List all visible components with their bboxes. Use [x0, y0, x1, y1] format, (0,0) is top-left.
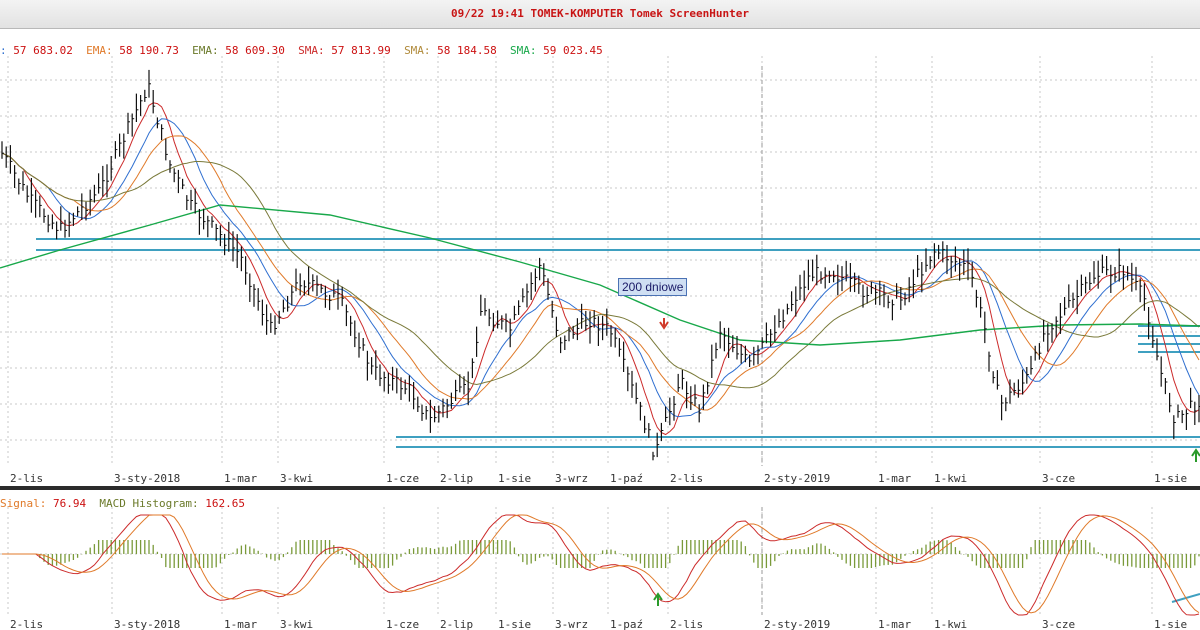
x-tick-label: 2-sty-2019 [764, 618, 830, 630]
x-tick-label: 1-sie [498, 472, 531, 485]
main-legend-label: SMA: [510, 44, 537, 57]
main-legend-value: 59 023.45 [536, 44, 617, 57]
signal-markers [653, 318, 1200, 606]
x-axis-labels: 2-lis 2-lis 3-sty-2018 3-sty-2018 1-mar 1-mar… [10, 472, 1187, 630]
x-tick-label: 1-kwi [934, 472, 967, 485]
signal-line [2, 514, 1200, 614]
x-tick-label: 1-mar [224, 472, 257, 485]
x-tick-label: 2-lis [10, 472, 43, 485]
macd-panel [2, 514, 1200, 616]
macd-legend-label: MACD Histogram: [99, 497, 199, 510]
main-legend-value: 58 609.30 [218, 44, 299, 57]
x-tick-label: 1-cze [386, 618, 419, 630]
main-legend-label: SMA: [298, 44, 325, 57]
x-tick-label: 3-wrz [555, 472, 588, 485]
main-legend-value: 58 184.58 [430, 44, 511, 57]
x-tick-label: 2-sty-2019 [764, 472, 830, 485]
x-tick-label: 3-kwi [280, 618, 313, 630]
x-tick-label: 3-cze [1042, 618, 1075, 630]
chart-grid [0, 56, 1200, 615]
sell-arrow-icon [659, 318, 669, 330]
x-tick-label: 3-sty-2018 [114, 472, 180, 485]
x-tick-label: 1-mar [878, 618, 911, 630]
x-tick-label: 2-lip [440, 618, 473, 630]
buy-arrow-icon [653, 592, 663, 606]
panel-divider [0, 486, 1200, 490]
price-bars [1, 69, 1200, 461]
macd-legend-value: 162.65 [198, 497, 259, 510]
main-legend-label: EMA: [192, 44, 219, 57]
x-tick-label: 3-wrz [555, 618, 588, 630]
x-tick-label: 1-paź [610, 618, 643, 630]
x-tick-label: 3-cze [1042, 472, 1075, 485]
x-tick-label: 2-lis [10, 618, 43, 630]
ema-mid-line [1, 135, 1200, 411]
x-tick-label: 1-paź [610, 472, 643, 485]
ma-200-annotation: 200 dniowe [618, 278, 688, 296]
main-legend-label: SMA: [404, 44, 431, 57]
x-tick-label: 1-mar [878, 472, 911, 485]
main-legend-value: 57 813.99 [324, 44, 405, 57]
window-title: 09/22 19:41 TOMEK-KOMPUTER Tomek ScreenH… [0, 0, 1200, 29]
ema-short-line [1, 118, 1200, 418]
sma-mid-line [1, 152, 1200, 389]
x-tick-label: 1-cze [386, 472, 419, 485]
macd-legend: Signal: 76.94 MACD Histogram: 162.65 [0, 497, 258, 510]
x-tick-label: 3-kwi [280, 472, 313, 485]
main-legend-value: 57 683.02 [6, 44, 87, 57]
x-tick-label: 1-sie [1154, 472, 1187, 485]
buy-arrow-icon [1191, 448, 1200, 462]
macd-line [2, 514, 1200, 616]
main-legend-label: : [0, 44, 7, 57]
x-tick-label: 3-sty-2018 [114, 618, 180, 630]
x-tick-label: 2-lis [670, 618, 703, 630]
x-tick-label: 2-lip [440, 472, 473, 485]
x-tick-label: 2-lis [670, 472, 703, 485]
main-legend-value: 58 190.73 [112, 44, 193, 57]
sma-short-line [1, 102, 1200, 436]
macd-legend-label: Signal: [0, 497, 47, 510]
sma-200-line [0, 204, 1200, 346]
x-tick-label: 1-sie [1154, 618, 1187, 630]
moving-averages [0, 102, 1200, 436]
macd-legend-value: 76.94 [46, 497, 100, 510]
x-tick-label: 1-kwi [934, 618, 967, 630]
main-legend: : 57 683.02 EMA: 58 190.73 EMA: 58 609.3… [0, 44, 616, 57]
main-legend-label: EMA: [86, 44, 113, 57]
x-tick-label: 1-sie [498, 618, 531, 630]
x-tick-label: 1-mar [224, 618, 257, 630]
